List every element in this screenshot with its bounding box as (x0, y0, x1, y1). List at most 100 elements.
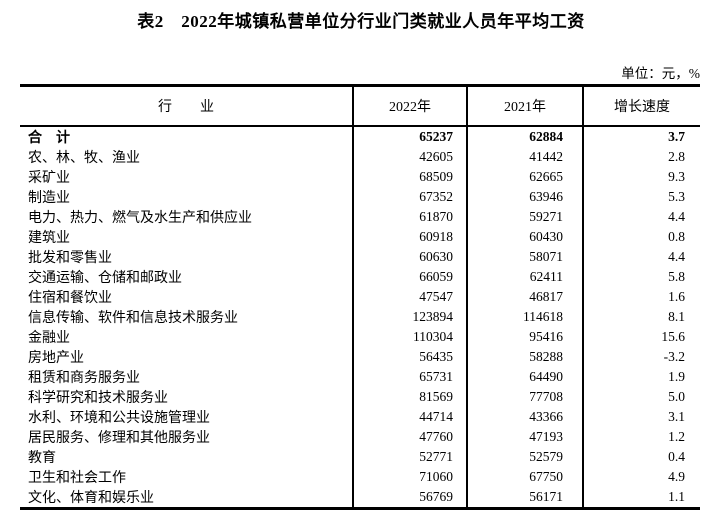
value-2021-cell: 56171 (466, 487, 583, 509)
value-2022-cell: 65731 (352, 367, 467, 387)
industry-cell: 教育 (28, 451, 56, 466)
value-2021-cell: 62411 (466, 267, 583, 287)
value-2022-cell: 47760 (352, 427, 467, 447)
table-title: 表2 2022年城镇私营单位分行业门类就业人员年平均工资 (137, 12, 585, 31)
value-2021-cell: 52579 (466, 447, 583, 467)
value-2021-cell: 43366 (466, 407, 583, 427)
value-2021-cell: 67750 (466, 467, 583, 487)
industry-cell: 批发和零售业 (28, 251, 112, 266)
table-row-total: 合 计 65237 62884 3.7 (20, 126, 700, 147)
industry-cell: 科学研究和技术服务业 (28, 391, 168, 406)
value-2021-cell: 46817 (466, 287, 583, 307)
table-row: 水利、环境和公共设施管理业 44714 43366 3.1 (20, 407, 700, 427)
growth-cell: -3.2 (582, 347, 700, 367)
industry-cell: 农、林、牧、渔业 (28, 151, 140, 166)
value-2022-cell: 110304 (352, 327, 467, 347)
value-2022-cell: 56435 (352, 347, 467, 367)
industry-cell: 建筑业 (28, 231, 70, 246)
value-2021-cell: 47193 (466, 427, 583, 447)
growth-cell: 0.4 (582, 447, 700, 467)
table-body: 合 计 65237 62884 3.7 农、林、牧、渔业 42605 41442 2.8 采矿业… (20, 126, 700, 509)
value-2021-cell: 62884 (466, 126, 583, 147)
growth-cell: 0.8 (582, 227, 700, 247)
value-2021-cell: 114618 (466, 307, 583, 327)
growth-cell: 4.4 (582, 247, 700, 267)
growth-cell: 3.1 (582, 407, 700, 427)
value-2022-cell: 56769 (352, 487, 467, 509)
table-row: 采矿业 68509 62665 9.3 (20, 167, 700, 187)
table-row: 制造业 67352 63946 5.3 (20, 187, 700, 207)
table-row: 教育 52771 52579 0.4 (20, 447, 700, 467)
growth-cell: 5.0 (582, 387, 700, 407)
value-2022-cell: 71060 (352, 467, 467, 487)
value-2021-cell: 59271 (466, 207, 583, 227)
col-header-2021: 2021年 (466, 85, 583, 127)
growth-cell: 8.1 (582, 307, 700, 327)
table-row: 批发和零售业 60630 58071 4.4 (20, 247, 700, 267)
industry-cell: 采矿业 (28, 171, 70, 186)
table-row: 金融业 110304 95416 15.6 (20, 327, 700, 347)
value-2022-cell: 65237 (352, 126, 467, 147)
value-2022-cell: 47547 (352, 287, 467, 307)
value-2022-cell: 61870 (352, 207, 467, 227)
value-2022-cell: 60918 (352, 227, 467, 247)
value-2021-cell: 95416 (466, 327, 583, 347)
growth-cell: 4.4 (582, 207, 700, 227)
value-2021-cell: 58288 (466, 347, 583, 367)
growth-cell: 5.8 (582, 267, 700, 287)
value-2021-cell: 77708 (466, 387, 583, 407)
table-row: 文化、体育和娱乐业 56769 56171 1.1 (20, 487, 700, 509)
industry-cell: 制造业 (28, 191, 70, 206)
table-row: 建筑业 60918 60430 0.8 (20, 227, 700, 247)
header-row: 行 业 2022年 2021年 增长速度 (20, 85, 700, 127)
table-row: 农、林、牧、渔业 42605 41442 2.8 (20, 147, 700, 167)
value-2022-cell: 60630 (352, 247, 467, 267)
value-2022-cell: 81569 (352, 387, 467, 407)
col-header-2022: 2022年 (352, 85, 467, 127)
growth-cell: 5.3 (582, 187, 700, 207)
industry-cell: 金融业 (28, 331, 70, 346)
growth-cell: 2.8 (582, 147, 700, 167)
industry-cell: 交通运输、仓储和邮政业 (28, 271, 182, 286)
value-2022-cell: 66059 (352, 267, 467, 287)
industry-cell: 信息传输、软件和信息技术服务业 (28, 311, 238, 326)
table-row: 信息传输、软件和信息技术服务业 123894 114618 8.1 (20, 307, 700, 327)
industry-cell: 电力、热力、燃气及水生产和供应业 (28, 211, 252, 226)
wage-table: 行 业 2022年 2021年 增长速度 合 计 65237 62884 3.7 农、林… (20, 84, 700, 510)
value-2021-cell: 64490 (466, 367, 583, 387)
industry-cell: 租赁和商务服务业 (28, 371, 140, 386)
col-header-industry: 行 业 (20, 85, 353, 127)
unit-note: 单位：元，% (621, 66, 700, 81)
table-row: 居民服务、修理和其他服务业 47760 47193 1.2 (20, 427, 700, 447)
growth-cell: 1.6 (582, 287, 700, 307)
table-row: 科学研究和技术服务业 81569 77708 5.0 (20, 387, 700, 407)
value-2022-cell: 42605 (352, 147, 467, 167)
value-2022-cell: 68509 (352, 167, 467, 187)
value-2021-cell: 62665 (466, 167, 583, 187)
industry-cell: 水利、环境和公共设施管理业 (28, 411, 210, 426)
industry-cell: 住宿和餐饮业 (28, 291, 112, 306)
industry-cell: 卫生和社会工作 (28, 471, 126, 486)
value-2022-cell: 44714 (352, 407, 467, 427)
growth-cell: 1.9 (582, 367, 700, 387)
growth-cell: 9.3 (582, 167, 700, 187)
value-2022-cell: 52771 (352, 447, 467, 467)
industry-cell: 房地产业 (28, 351, 84, 366)
value-2022-cell: 67352 (352, 187, 467, 207)
table-row: 租赁和商务服务业 65731 64490 1.9 (20, 367, 700, 387)
growth-cell: 3.7 (582, 126, 700, 147)
industry-cell: 文化、体育和娱乐业 (28, 491, 154, 506)
growth-cell: 4.9 (582, 467, 700, 487)
growth-cell: 15.6 (582, 327, 700, 347)
table-row: 卫生和社会工作 71060 67750 4.9 (20, 467, 700, 487)
value-2021-cell: 60430 (466, 227, 583, 247)
table-row: 电力、热力、燃气及水生产和供应业 61870 59271 4.4 (20, 207, 700, 227)
value-2021-cell: 41442 (466, 147, 583, 167)
value-2022-cell: 123894 (352, 307, 467, 327)
industry-cell: 居民服务、修理和其他服务业 (28, 431, 210, 446)
table-row: 交通运输、仓储和邮政业 66059 62411 5.8 (20, 267, 700, 287)
table-row: 房地产业 56435 58288 -3.2 (20, 347, 700, 367)
col-header-growth: 增长速度 (582, 85, 700, 127)
growth-cell: 1.1 (582, 487, 700, 509)
